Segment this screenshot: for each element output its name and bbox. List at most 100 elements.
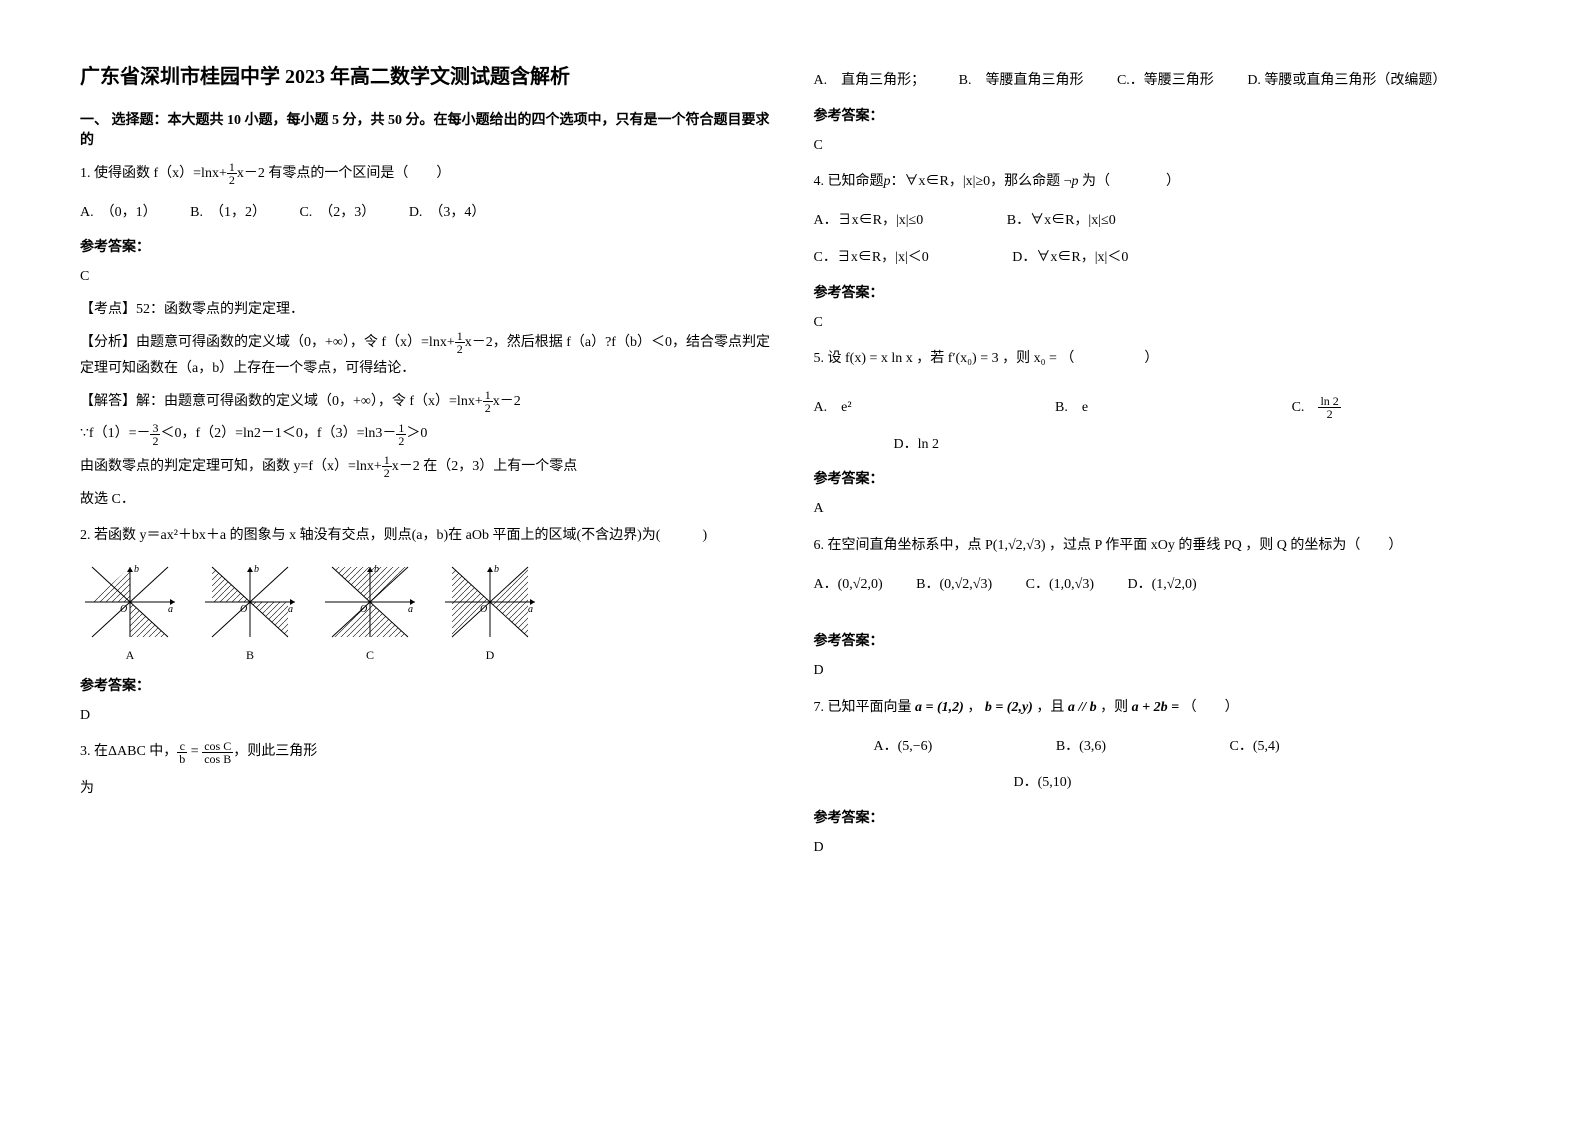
q7-stem-a: 7. 已知平面向量 bbox=[814, 700, 912, 715]
frac-half-5: 12 bbox=[382, 454, 392, 479]
q6-answer: D bbox=[814, 658, 1508, 685]
q7-options-2: D．(5,10) bbox=[814, 768, 1508, 799]
q3-options: A. 直角三角形； B. 等腰直角三角形 C.．等腰三角形 D. 等腰或直角三角… bbox=[814, 66, 1508, 97]
q1-options: A. （0，1） B. （1，2） C. （2，3） D. （3，4） bbox=[80, 198, 774, 229]
q7-parallel: a // b bbox=[1064, 700, 1100, 715]
q6-plane: xOy bbox=[1147, 538, 1178, 553]
q6-PQ: PQ bbox=[1220, 538, 1245, 553]
q3-opt-c: C.．等腰三角形 bbox=[1117, 66, 1214, 97]
q3-answer-label: 参考答案： bbox=[814, 105, 1508, 125]
diagram-d: b O a D bbox=[440, 562, 540, 663]
q6-stem-e: ，则 bbox=[1245, 538, 1273, 553]
frac-ln2-2: ln 22 bbox=[1318, 395, 1340, 420]
diagram-d-label: D bbox=[486, 648, 495, 662]
q6-answer-label: 参考答案： bbox=[814, 630, 1508, 650]
q7-opt-a: A．(5,−6) bbox=[874, 732, 933, 763]
q1-opt-b: B. （1，2） bbox=[190, 198, 266, 229]
q2-answer-label: 参考答案： bbox=[80, 675, 774, 695]
q5-options-2: D．ln 2 bbox=[814, 430, 1508, 461]
question-2: 2. 若函数 y＝ax²＋bx＋a 的图象与 x 轴没有交点，则点(a，b)在 … bbox=[80, 523, 774, 550]
q5-stem-c: ，则 bbox=[1002, 351, 1030, 366]
q3-opt-d: D. 等腰或直角三角形（改编题） bbox=[1247, 66, 1446, 97]
q2-diagrams: b O a A b O bbox=[80, 562, 774, 663]
q4-answer-label: 参考答案： bbox=[814, 282, 1508, 302]
q7-answer: D bbox=[814, 835, 1508, 862]
left-column: 广东省深圳市桂园中学 2023 年高二数学文测试题含解析 一、 选择题：本大题共… bbox=[80, 60, 774, 868]
q5-opt-c-pre: C. bbox=[1292, 400, 1319, 415]
q4-opt-a: A．∃x∈R，|x|≤0 bbox=[814, 206, 924, 237]
q4-stem-c: 为（ ） bbox=[1079, 174, 1181, 189]
diagram-c-label: C bbox=[366, 648, 374, 662]
q5-opt-d: D．ln 2 bbox=[894, 430, 940, 461]
q1-kaodian: 【考点】52：函数零点的判定定理． bbox=[80, 297, 774, 324]
q7-expr: a + 2b = bbox=[1128, 700, 1182, 715]
q7-stem-b: ， bbox=[967, 700, 981, 715]
q3-answer: C bbox=[814, 133, 1508, 160]
svg-text:O: O bbox=[480, 604, 487, 615]
q1-conclude-b: x－2 在（2，3）上有一个零点 bbox=[392, 459, 578, 474]
q6-opt-b: B．(0,√2,√3) bbox=[916, 570, 992, 601]
q5-stem-b: ，若 bbox=[916, 351, 944, 366]
q4-p: p bbox=[884, 174, 891, 189]
diagram-a-label: A bbox=[126, 648, 135, 662]
q6-Q: Q bbox=[1273, 538, 1290, 553]
q6-options: A．(0,√2,0) B．(0,√2,√3) C．(1,0,√3) D．(1,√… bbox=[814, 570, 1508, 601]
section-1-heading: 一、 选择题：本大题共 10 小题，每小题 5 分，共 50 分。在每小题给出的… bbox=[80, 109, 774, 149]
question-3: 3. 在ΔABC 中，cb = cos Ccos B，则此三角形 bbox=[80, 739, 774, 766]
q7-bvec: b = (2,y) bbox=[981, 700, 1036, 715]
q1-opt-a: A. （0，1） bbox=[80, 198, 157, 229]
diagram-b: b O a B bbox=[200, 562, 300, 663]
svg-text:a: a bbox=[168, 604, 173, 615]
svg-text:O: O bbox=[120, 604, 127, 615]
q3-stem-a: 3. 在 bbox=[80, 744, 108, 759]
q6-stem-b: ，过点 bbox=[1049, 538, 1091, 553]
q1-conclude-c: 故选 C． bbox=[80, 487, 774, 514]
q1-opt-d: D. （3，4） bbox=[409, 198, 486, 229]
q5-fx: f(x) = x ln x bbox=[842, 351, 917, 366]
q7-stem-c: ，且 bbox=[1036, 700, 1064, 715]
diagram-c: b O a C bbox=[320, 562, 420, 663]
q6-opt-d: D．(1,√2,0) bbox=[1128, 570, 1197, 601]
question-7: 7. 已知平面向量 a = (1,2) ， b = (2,y) ，且 a // … bbox=[814, 695, 1508, 722]
q5-stem-a: 5. 设 bbox=[814, 351, 842, 366]
frac-3-2: 32 bbox=[150, 422, 160, 447]
q3-eq: = bbox=[187, 744, 202, 759]
q1-answer-label: 参考答案： bbox=[80, 236, 774, 256]
q7-opt-b: B．(3,6) bbox=[1056, 732, 1106, 763]
q6-stem-a: 6. 在空间直角坐标系中，点 bbox=[814, 538, 982, 553]
q1-fenxi: 【分析】由题意可得函数的定义域（0，+∞），令 f（x）=lnx+12x－2，然… bbox=[80, 330, 774, 383]
q4-opt-c: C．∃x∈R，|x|＜0 bbox=[814, 243, 929, 274]
q4-options-2: C．∃x∈R，|x|＜0 D．∀x∈R，|x|＜0 bbox=[814, 243, 1508, 274]
q6-P: P bbox=[1091, 538, 1105, 553]
q4-stem-a: 4. 已知命题 bbox=[814, 174, 884, 189]
q7-opt-d: D．(5,10) bbox=[1014, 768, 1072, 799]
q7-options-1: A．(5,−6) B．(3,6) C．(5,4) bbox=[814, 732, 1508, 763]
q6-opt-a: A．(0,√2,0) bbox=[814, 570, 883, 601]
q7-opt-c: C．(5,4) bbox=[1230, 732, 1280, 763]
svg-text:O: O bbox=[240, 604, 247, 615]
q6-stem-d: 的垂线 bbox=[1178, 538, 1220, 553]
q3-stem-b: 中， bbox=[146, 744, 178, 759]
q6-opt-c: C．(1,0,√3) bbox=[1026, 570, 1094, 601]
q3-opt-b: B. 等腰直角三角形 bbox=[959, 66, 1084, 97]
frac-cos: cos Ccos B bbox=[202, 740, 233, 765]
q1-jieda-a: 【解答】解：由题意可得函数的定义域（0，+∞），令 f（x）=lnx+ bbox=[80, 394, 483, 409]
frac-c-b: cb bbox=[177, 740, 187, 765]
q1-conclude-a: 由函数零点的判定定理可知，函数 y=f（x）=lnx+ bbox=[80, 459, 382, 474]
q1-answer: C bbox=[80, 264, 774, 291]
q5-stem-d: （ ） bbox=[1060, 351, 1158, 366]
q6-stem-f: 的坐标为（ ） bbox=[1290, 538, 1402, 553]
svg-text:a: a bbox=[288, 604, 293, 615]
right-column: A. 直角三角形； B. 等腰直角三角形 C.．等腰三角形 D. 等腰或直角三角… bbox=[814, 60, 1508, 868]
q1-conclude: 由函数零点的判定定理可知，函数 y=f（x）=lnx+12x－2 在（2，3）上… bbox=[80, 454, 774, 481]
q5-answer-label: 参考答案： bbox=[814, 468, 1508, 488]
question-1: 1. 使得函数 f（x）=lnx+12x－2 有零点的一个区间是（ ） bbox=[80, 161, 774, 188]
q1-calc-b: ＜0，f（2）=ln2－1＜0，f（3）=ln3－ bbox=[160, 426, 396, 441]
q4-p2: p bbox=[1072, 174, 1079, 189]
svg-text:b: b bbox=[494, 564, 499, 575]
q7-answer-label: 参考答案： bbox=[814, 807, 1508, 827]
svg-text:O: O bbox=[360, 604, 367, 615]
q6-point: P(1,√2,√3) bbox=[982, 538, 1049, 553]
q7-avec: a = (1,2) bbox=[912, 700, 968, 715]
q4-answer: C bbox=[814, 310, 1508, 337]
